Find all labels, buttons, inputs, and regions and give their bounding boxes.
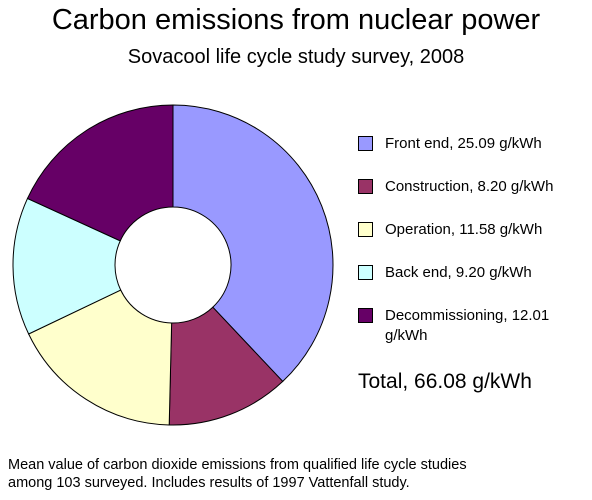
legend-swatch [358,179,373,194]
legend-swatch [358,308,373,323]
legend-item: Back end, 9.20 g/kWh [358,263,575,283]
legend-label: Front end, 25.09 g/kWh [385,135,542,152]
legend-item: Construction, 8.20 g/kWh [358,177,575,197]
pie-slice [27,289,173,426]
legend-item: Front end, 25.09 g/kWh [358,134,575,154]
chart-title: Carbon emissions from nuclear power [51,4,541,36]
footnote-line: among 103 surveyed. Includes results of … [8,475,410,491]
legend-item: Decommissioning, 12.01 g/kWh [358,306,575,346]
legend-swatch [358,222,373,237]
total-label: Total, 66.08 g/kWh [358,370,532,393]
legend-label: Back end, 9.20 g/kWh [385,264,532,281]
pie-slice [172,104,334,383]
legend-label: Construction, 8.20 g/kWh [385,178,554,195]
chart-subtitle: Sovacool life cycle study survey, 2008 [127,46,465,68]
pie-slice [26,104,174,242]
legend-item: Operation, 11.58 g/kWh [358,220,575,240]
legend-swatch [358,136,373,151]
legend-label: Operation, 11.58 g/kWh [385,221,543,238]
footnote-line: Mean value of carbon dioxide emissions f… [8,457,467,473]
pie-slice [12,197,122,335]
legend-label: Decommissioning, 12.01 g/kWh [385,307,550,344]
legend-swatch [358,265,373,280]
